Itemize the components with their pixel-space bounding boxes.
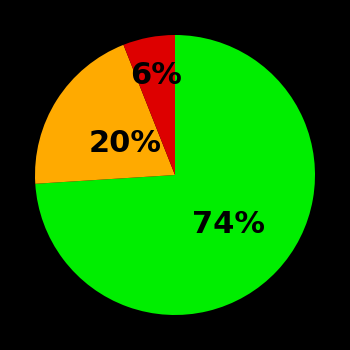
Wedge shape bbox=[35, 45, 175, 184]
Wedge shape bbox=[124, 35, 175, 175]
Text: 20%: 20% bbox=[89, 129, 162, 158]
Text: 74%: 74% bbox=[191, 210, 265, 239]
Text: 6%: 6% bbox=[130, 62, 182, 91]
Wedge shape bbox=[35, 35, 315, 315]
